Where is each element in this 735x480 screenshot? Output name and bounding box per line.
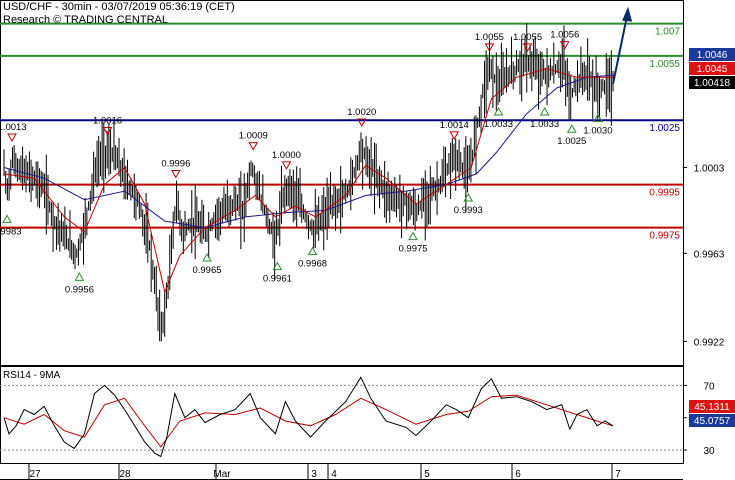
- high-marker: [484, 43, 495, 52]
- high-marker: [7, 133, 17, 143]
- low-marker: [2, 214, 12, 223]
- rsi-tag-label-rsi_ma: 45.1311: [694, 402, 730, 413]
- rsi-tag-rsi: [689, 414, 735, 427]
- low-marker: [539, 107, 550, 116]
- low-label: 1.0033: [484, 119, 513, 130]
- ma-fast-line: [3, 68, 613, 294]
- low-marker: [202, 253, 212, 262]
- low-marker: [463, 192, 474, 202]
- high-label: 1.0055: [475, 32, 504, 43]
- low-label: 0.9965: [192, 265, 221, 276]
- x-tick-label: 28: [119, 469, 131, 480]
- high-marker: [559, 41, 570, 50]
- rsi-title: RSI14 - 9MA: [3, 370, 61, 381]
- price-tag-label-ma_fast: 1.0045: [697, 64, 728, 75]
- level-label-resistance: 1.007: [655, 27, 680, 38]
- low-marker: [593, 113, 603, 122]
- time-axis: 27 28 Mar 3 4 5 6 7: [0, 463, 683, 480]
- low-label: 1.0033: [530, 119, 559, 130]
- high-marker: [281, 161, 292, 170]
- high-label: 1.0013: [0, 122, 27, 133]
- low-label: 0.9993: [454, 205, 483, 216]
- chart-source: Research © TRADING CENTRAL: [3, 14, 168, 26]
- low-label: 0.9968: [298, 259, 327, 270]
- price-tag-label-ma_slow: 1.0046: [697, 50, 728, 61]
- high-label: 1.0000: [272, 150, 301, 161]
- low-label: 0.9983: [0, 226, 22, 237]
- high-marker: [102, 127, 113, 136]
- y-tick-label: 0.9963: [694, 249, 725, 260]
- level-label-pivot: 1.0025: [649, 123, 680, 134]
- price-panel: 1.007 1.0055 1.0025 0.9995 0.9975 1.0003 0.996…: [0, 0, 735, 366]
- rsi-tag-rsi_ma: [689, 400, 735, 413]
- high-marker: [248, 142, 259, 151]
- price-tag-last_price: [689, 76, 735, 89]
- level-label-support: 0.9995: [649, 188, 680, 199]
- chart-title: USD/CHF - 30min - 03/07/2019 05:36:19 (C…: [3, 1, 235, 13]
- high-marker: [170, 170, 181, 179]
- projection-arrow-head: [622, 6, 633, 22]
- high-label: 1.0016: [93, 116, 122, 127]
- high-label: 1.0055: [513, 32, 542, 43]
- x-tick-label: 3: [311, 469, 317, 480]
- rsi-ma-line: [3, 394, 614, 448]
- price-tag-ma_slow: [689, 48, 735, 61]
- rsi-panel-border: [0, 366, 684, 464]
- high-marker: [356, 118, 367, 127]
- x-tick-label: Mar: [213, 469, 231, 480]
- high-label: 1.0056: [550, 30, 579, 41]
- high-label: 1.0009: [239, 131, 268, 142]
- low-marker: [74, 272, 85, 281]
- x-tick-label: 5: [424, 469, 430, 480]
- x-tick-label: 27: [29, 469, 41, 480]
- low-marker: [408, 231, 418, 241]
- low-marker: [272, 261, 283, 271]
- rsi-line: [3, 376, 614, 458]
- rsi-y-tick-label: 30: [703, 446, 715, 457]
- low-label: 0.9956: [65, 284, 94, 295]
- low-label: 1.0030: [583, 126, 612, 137]
- projection-arrow: [612, 15, 629, 84]
- high-marker: [449, 131, 460, 140]
- high-marker: [522, 43, 533, 52]
- high-label: 1.0014: [440, 120, 469, 131]
- high-label: 1.0020: [347, 107, 376, 118]
- level-label-resistance: 1.0055: [649, 59, 680, 70]
- rsi-tag-label-rsi: 45.0757: [694, 416, 731, 427]
- low-marker: [493, 107, 504, 116]
- x-tick-label: 4: [331, 469, 337, 480]
- y-tick-label: 0.9922: [694, 337, 725, 348]
- price-tag-ma_fast: [689, 62, 735, 75]
- level-label-support: 0.9975: [649, 231, 680, 242]
- ma-slow-line: [3, 74, 614, 229]
- y-tick-label: 1.0003: [694, 163, 725, 174]
- low-label: 0.9975: [399, 244, 428, 255]
- x-tick-label: 7: [615, 469, 621, 480]
- price-panel-border: [0, 0, 684, 366]
- price-tag-label-last_price: 1.00418: [694, 78, 731, 89]
- low-marker: [307, 246, 318, 256]
- high-label: 0.9996: [161, 159, 190, 170]
- low-label: 0.9961: [263, 274, 292, 285]
- rsi-y-tick-label: 70: [703, 381, 715, 392]
- x-tick-label: 6: [515, 469, 521, 480]
- low-marker: [566, 124, 577, 133]
- low-label: 1.0025: [557, 136, 586, 147]
